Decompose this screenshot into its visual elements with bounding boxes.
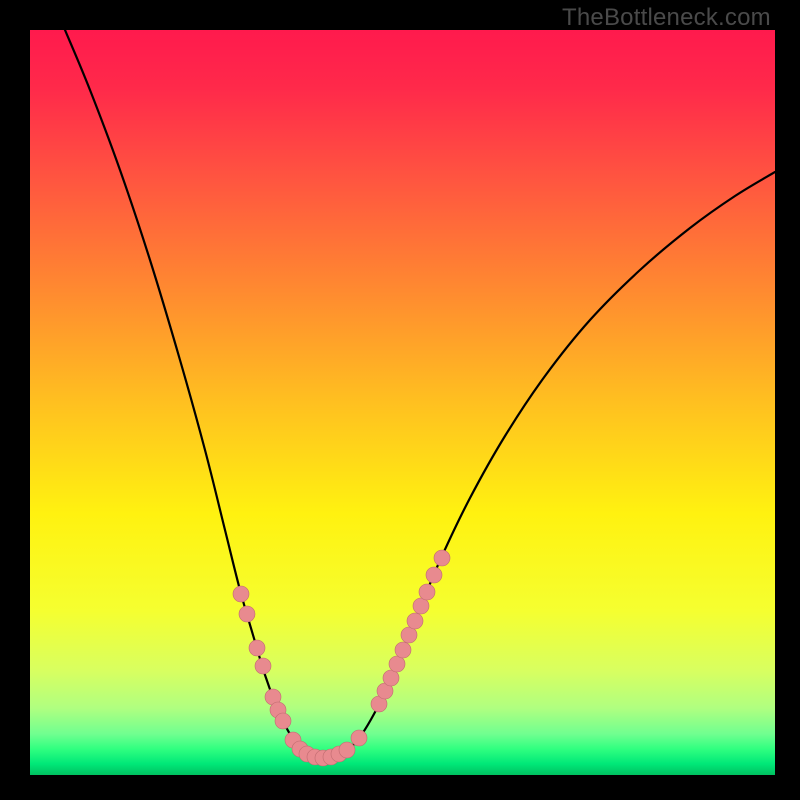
- watermark-text: TheBottleneck.com: [562, 4, 771, 32]
- curve-marker: [275, 713, 291, 729]
- curve-marker: [389, 656, 405, 672]
- curve-marker: [383, 670, 399, 686]
- curve-marker: [401, 627, 417, 643]
- curve-marker: [255, 658, 271, 674]
- curve-marker: [426, 567, 442, 583]
- chart-svg: [30, 30, 775, 775]
- curve-marker: [407, 613, 423, 629]
- curve-marker: [395, 642, 411, 658]
- curve-marker: [239, 606, 255, 622]
- curve-marker: [419, 584, 435, 600]
- curve-marker: [413, 598, 429, 614]
- chart-plot-area: [30, 30, 775, 775]
- curve-marker: [434, 550, 450, 566]
- curve-marker: [233, 586, 249, 602]
- curve-marker: [249, 640, 265, 656]
- curve-marker: [351, 730, 367, 746]
- curve-marker: [339, 742, 355, 758]
